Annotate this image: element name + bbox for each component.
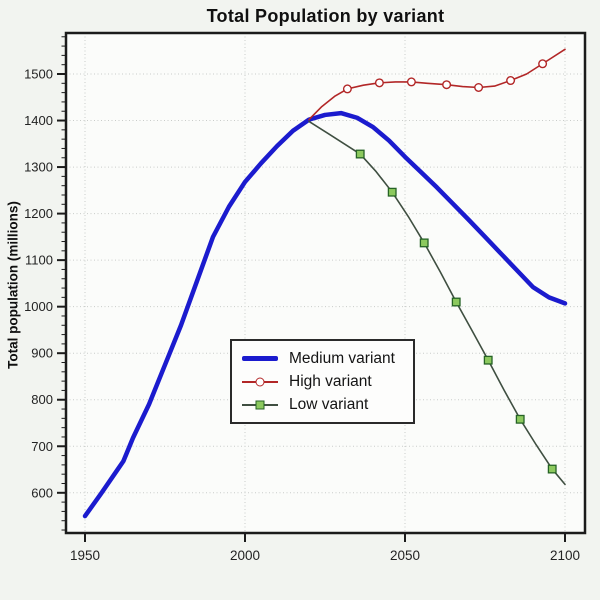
y-tick-label: 1300 [24,160,53,175]
low-variant-marker [451,297,461,307]
y-tick-label: 800 [31,392,53,407]
y-tick-label: 1200 [24,206,53,221]
legend-item-medium: Medium variant [242,351,407,367]
legend-label-low: Low variant [289,395,369,413]
x-tick-label: 2000 [230,548,260,563]
low-variant-marker [515,414,525,424]
x-tick-label: 1950 [70,548,100,563]
legend: Medium variant High variant Low variant [230,339,415,424]
x-axis: 1950 2000 2050 2100 [70,533,580,563]
y-axis: 600 700 800 900 1000 1100 1200 1300 1400 1500 [24,36,66,531]
medium-variant-line-sample-icon [242,352,278,364]
high-variant-marker [538,59,548,69]
y-tick-label: 1500 [24,67,53,82]
y-tick-label: 700 [31,439,53,454]
y-tick-label: 1100 [25,253,53,268]
legend-label-high: High variant [289,372,372,390]
high-variant-marker [474,82,484,92]
y-tick-label: 900 [31,346,53,361]
low-variant-line [308,120,566,486]
low-variant-marker [387,187,397,197]
low-variant-marker [419,238,429,248]
low-variant-square-marker-icon [242,399,278,411]
chart-title: Total Population by variant [206,6,445,26]
legend-label-medium: Medium variant [289,349,395,367]
plot-frame [64,31,587,535]
high-variant-marker [342,84,352,94]
x-tick-label: 2050 [390,548,420,563]
y-tick-label: 1400 [24,113,53,128]
legend-item-high: High variant [242,374,407,390]
low-variant-marker [547,464,557,474]
high-variant-marker [506,76,516,86]
medium-variant-line [82,110,568,519]
low-variant-marker [355,149,365,159]
high-variant-marker [374,78,384,88]
high-variant-line [308,48,566,121]
low-variant-marker [483,355,493,365]
high-variant-marker [442,80,452,90]
high-variant-circle-marker-icon [242,376,278,388]
high-variant-marker [406,77,416,87]
y-tick-label: 600 [31,485,53,500]
y-tick-label: 1000 [24,299,53,314]
x-tick-label: 2100 [550,548,580,563]
series-lines [82,48,568,519]
legend-item-low: Low variant [242,397,407,413]
plot-area [66,33,585,533]
